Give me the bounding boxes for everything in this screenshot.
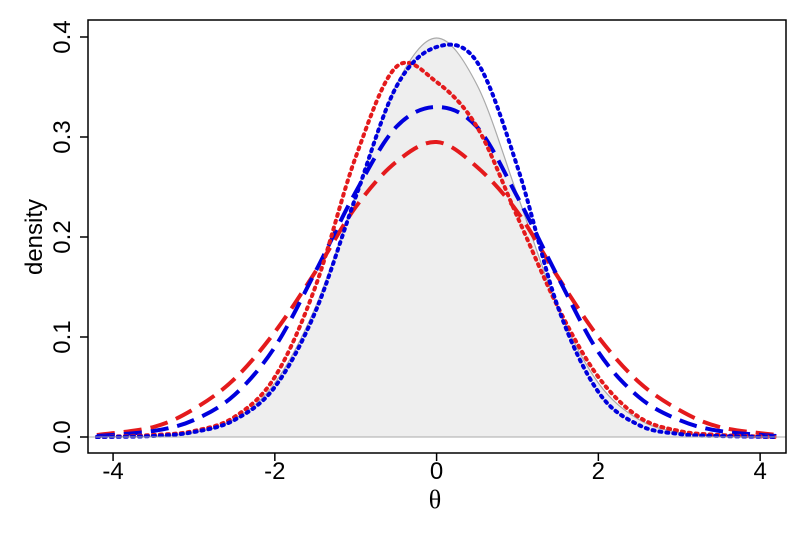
x-tick-label: -2 xyxy=(264,458,285,485)
area xyxy=(96,38,777,437)
y-tick-label: 0.2 xyxy=(49,220,76,253)
x-tick-label: 4 xyxy=(753,458,766,485)
line xyxy=(94,60,779,439)
y-axis-label: density xyxy=(21,199,48,275)
line xyxy=(94,42,779,439)
x-tick-label: -4 xyxy=(102,458,123,485)
line xyxy=(96,104,777,438)
x-axis-label: θ xyxy=(429,485,441,514)
y-tick-label: 0.4 xyxy=(49,20,76,53)
x-tick-label: 2 xyxy=(592,458,605,485)
y-tick-label: 0.1 xyxy=(49,320,76,353)
y-tick-label: 0.3 xyxy=(49,120,76,153)
line xyxy=(96,139,777,437)
y-tick-label: 0.0 xyxy=(49,420,76,453)
x-tick-label: 0 xyxy=(430,458,443,485)
